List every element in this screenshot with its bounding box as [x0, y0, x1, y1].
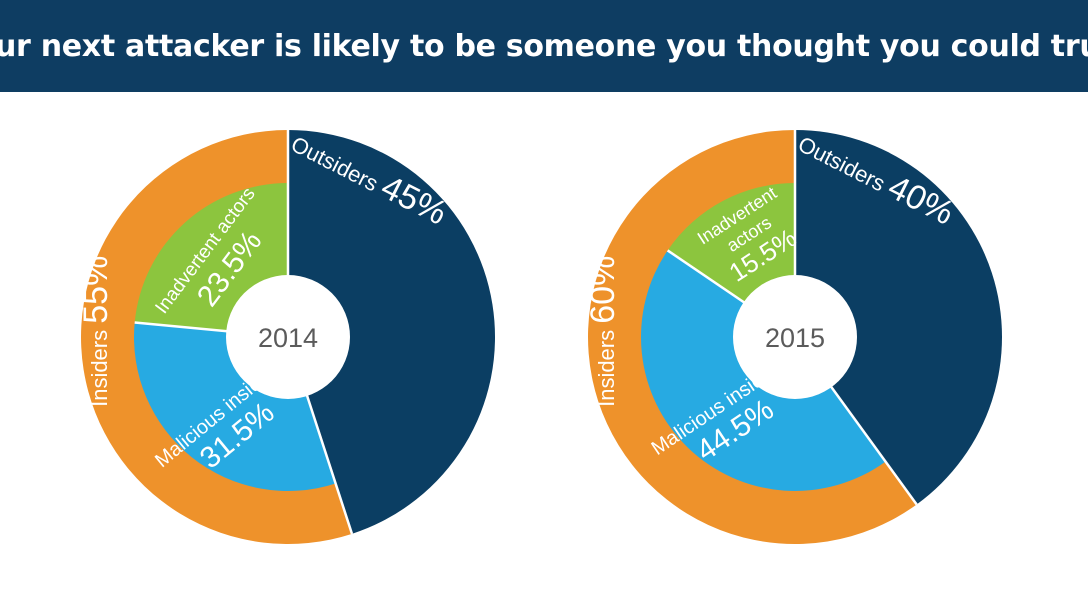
- slice-outsiders: [288, 130, 496, 534]
- slice-outsiders: [795, 130, 1003, 505]
- insiders-name: Insiders: [87, 324, 112, 407]
- insiders-label: Insiders 55%: [77, 256, 115, 407]
- donut-hole: [226, 275, 350, 399]
- insiders-value: 60%: [584, 256, 622, 324]
- insiders-name: Insiders: [594, 324, 619, 407]
- page-title: Your next attacker is likely to be someo…: [0, 28, 1088, 64]
- year-label: 2014: [258, 323, 318, 353]
- title-banner: Your next attacker is likely to be someo…: [0, 0, 1088, 92]
- insiders-label: Insiders 60%: [584, 256, 622, 407]
- year-label: 2015: [765, 323, 825, 353]
- insiders-value: 55%: [77, 256, 115, 324]
- donut-hole: [733, 275, 857, 399]
